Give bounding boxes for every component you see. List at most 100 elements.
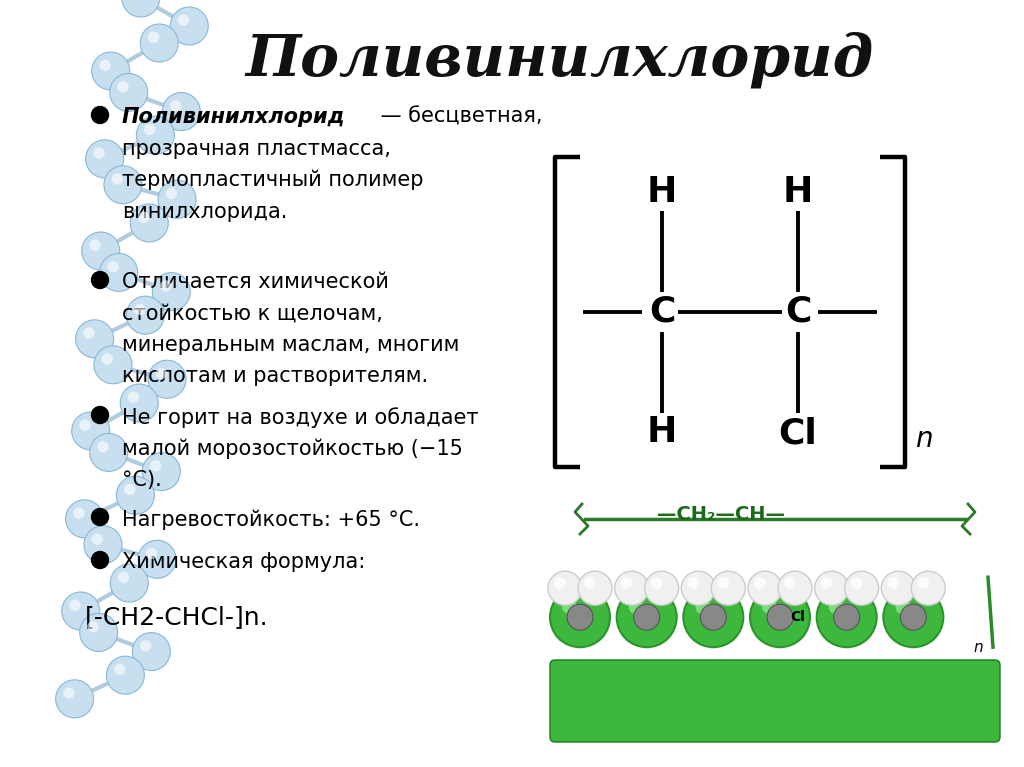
Circle shape (845, 571, 879, 605)
Circle shape (122, 0, 160, 17)
Circle shape (91, 509, 109, 525)
Circle shape (882, 571, 915, 605)
Circle shape (93, 147, 104, 159)
Circle shape (63, 687, 75, 699)
FancyArrowPatch shape (555, 630, 561, 640)
Circle shape (99, 60, 111, 71)
Text: Нагревостойкость: +65 °С.: Нагревостойкость: +65 °С. (122, 509, 420, 529)
Text: H: H (782, 175, 813, 209)
Circle shape (101, 354, 113, 365)
Circle shape (106, 656, 144, 694)
Circle shape (99, 253, 137, 291)
Circle shape (66, 500, 103, 538)
Circle shape (629, 599, 644, 614)
Text: — бесцветная,: — бесцветная, (374, 107, 543, 127)
Circle shape (820, 577, 833, 589)
Circle shape (163, 93, 201, 130)
Circle shape (86, 140, 124, 178)
Circle shape (136, 116, 174, 154)
Circle shape (84, 525, 122, 564)
Circle shape (72, 412, 110, 450)
Text: прозрачная пластмасса,: прозрачная пластмасса, (122, 139, 391, 159)
Circle shape (132, 633, 170, 670)
Circle shape (130, 204, 168, 242)
Circle shape (94, 346, 132, 384)
Circle shape (140, 24, 178, 62)
Circle shape (156, 368, 167, 379)
Circle shape (683, 588, 743, 647)
Circle shape (70, 600, 81, 611)
Circle shape (828, 599, 844, 614)
Circle shape (82, 232, 120, 270)
Circle shape (138, 212, 150, 223)
Circle shape (91, 533, 103, 545)
Circle shape (91, 551, 109, 568)
Circle shape (110, 74, 147, 111)
Text: стойкостью к щелочам,: стойкостью к щелочам, (122, 304, 383, 324)
Circle shape (911, 571, 945, 605)
Text: H: H (647, 415, 677, 449)
Circle shape (717, 577, 729, 589)
Circle shape (616, 588, 677, 647)
FancyBboxPatch shape (550, 660, 1000, 742)
Text: винилхлорида.: винилхлорида. (122, 202, 288, 222)
Circle shape (817, 588, 877, 647)
Circle shape (584, 577, 596, 589)
Circle shape (147, 31, 160, 43)
Circle shape (126, 296, 165, 334)
Circle shape (108, 261, 119, 272)
Circle shape (887, 577, 899, 589)
Text: Cl: Cl (791, 611, 805, 624)
Text: термопластичный полимер: термопластичный полимер (122, 170, 424, 190)
Circle shape (150, 460, 162, 472)
Text: °С).: °С). (122, 470, 162, 490)
Circle shape (104, 166, 142, 204)
Circle shape (158, 180, 196, 219)
Circle shape (650, 577, 663, 589)
Circle shape (687, 577, 699, 589)
Circle shape (80, 614, 118, 651)
Circle shape (97, 441, 109, 453)
Circle shape (170, 100, 181, 111)
Circle shape (634, 604, 659, 630)
Circle shape (91, 407, 109, 423)
Circle shape (74, 508, 85, 518)
Circle shape (87, 621, 98, 633)
Circle shape (851, 577, 862, 589)
Circle shape (645, 571, 679, 605)
Circle shape (91, 107, 109, 123)
Circle shape (160, 280, 171, 291)
Circle shape (140, 640, 152, 652)
Circle shape (750, 588, 810, 647)
Circle shape (79, 420, 91, 431)
Circle shape (695, 599, 711, 614)
Circle shape (754, 577, 766, 589)
Text: [-CH2-CHCl-]n.: [-CH2-CHCl-]n. (85, 605, 268, 629)
Circle shape (895, 599, 910, 614)
Circle shape (118, 81, 129, 92)
Text: C: C (649, 295, 675, 329)
Circle shape (712, 571, 745, 605)
Text: Химическая формула:: Химическая формула: (122, 552, 366, 572)
Circle shape (138, 540, 176, 578)
Circle shape (83, 328, 94, 339)
Circle shape (815, 571, 849, 605)
Circle shape (178, 15, 189, 26)
Circle shape (700, 604, 726, 630)
Circle shape (567, 604, 593, 630)
Circle shape (134, 304, 145, 315)
Circle shape (124, 484, 135, 495)
Text: C: C (784, 295, 811, 329)
Text: H: H (647, 175, 677, 209)
Circle shape (120, 384, 159, 422)
Circle shape (148, 360, 186, 398)
Text: Cl: Cl (778, 417, 817, 451)
Circle shape (918, 577, 929, 589)
Circle shape (170, 7, 208, 45)
Circle shape (61, 592, 99, 630)
Circle shape (144, 123, 156, 135)
Circle shape (834, 604, 860, 630)
Circle shape (778, 571, 812, 605)
Circle shape (748, 571, 782, 605)
Circle shape (89, 239, 100, 251)
